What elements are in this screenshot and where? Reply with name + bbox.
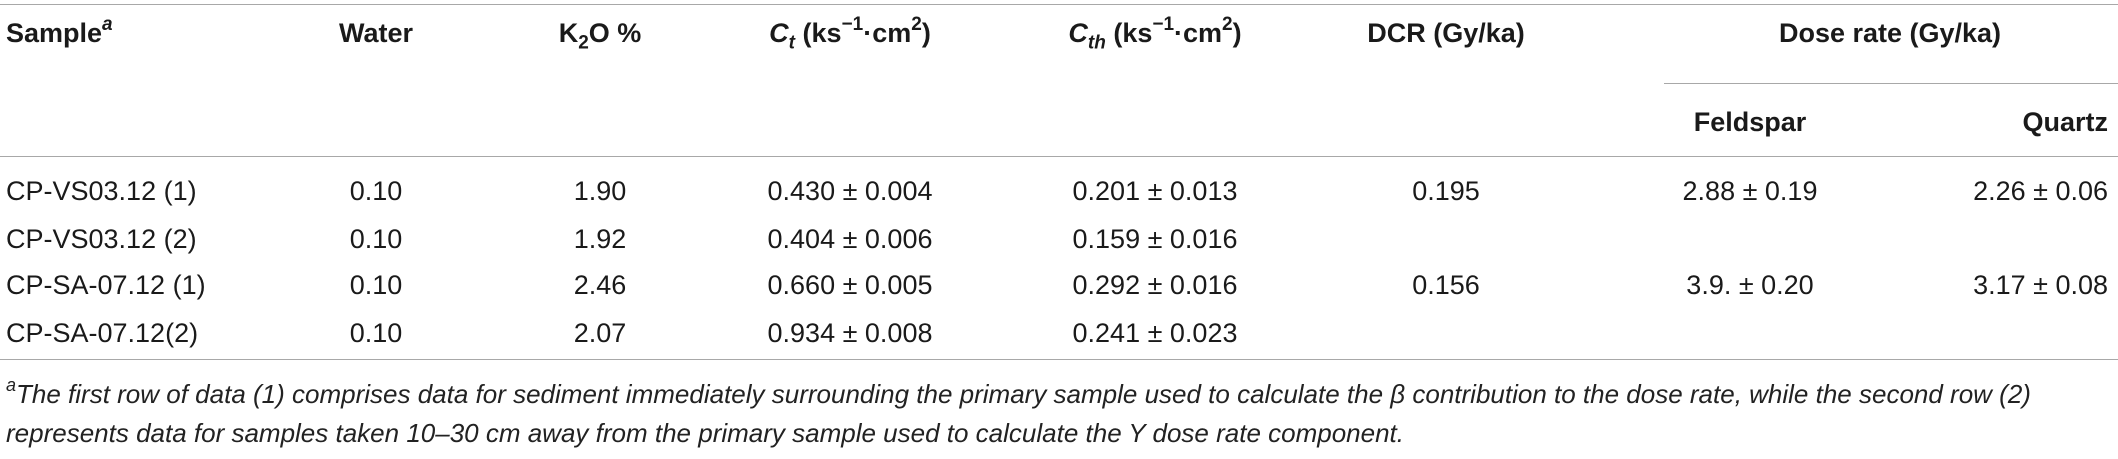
dose-rate-group-rule <box>1664 83 2118 84</box>
table-cell-dcr: 0.156 <box>1412 270 1480 300</box>
table-cell-k2o: 1.90 <box>573 176 627 206</box>
table-cell-feldspar: 3.9. ± 0.20 <box>1686 270 1814 300</box>
header-quartz: Quartz <box>2022 107 2108 137</box>
table-cell-cth: 0.241 ± 0.023 <box>1072 318 1238 348</box>
header-feldspar: Feldspar <box>1693 107 1807 137</box>
table-cell-sample: CP-VS03.12 (2) <box>6 224 197 254</box>
table-cell-water: 0.10 <box>349 270 403 300</box>
footnote-text: The first row of data (1) comprises data… <box>6 379 2031 448</box>
table-cell-ct: 0.934 ± 0.008 <box>767 318 933 348</box>
header-dose-rate: Dose rate (Gy/ka) <box>1778 18 2002 48</box>
header-bottom-rule <box>0 156 2118 157</box>
table-footnote: aThe first row of data (1) comprises dat… <box>6 375 2112 453</box>
table-cell-quartz: 2.26 ± 0.06 <box>1973 176 2108 206</box>
header-sample: Samplea <box>6 14 113 48</box>
table-cell-k2o: 2.46 <box>573 270 627 300</box>
header-water: Water <box>338 18 414 48</box>
table-cell-ct: 0.404 ± 0.006 <box>767 224 933 254</box>
table-cell-k2o: 2.07 <box>573 318 627 348</box>
table-cell-feldspar: 2.88 ± 0.19 <box>1682 176 1818 206</box>
table-cell-water: 0.10 <box>349 176 403 206</box>
table-cell-dcr: 0.195 <box>1412 176 1480 206</box>
table-cell-water: 0.10 <box>349 224 403 254</box>
table-cell-ct: 0.430 ± 0.004 <box>767 176 933 206</box>
table-cell-sample: CP-SA-07.12 (1) <box>6 270 206 300</box>
header-cth: Cth (ks−1·cm2) <box>1068 14 1242 54</box>
header-dcr: DCR (Gy/ka) <box>1367 18 1525 48</box>
table-top-rule <box>0 4 2118 5</box>
table-cell-water: 0.10 <box>349 318 403 348</box>
table-cell-sample: CP-VS03.12 (1) <box>6 176 197 206</box>
header-k2o: K2O % <box>558 18 642 54</box>
table-bottom-rule <box>0 359 2118 360</box>
table-cell-k2o: 1.92 <box>573 224 627 254</box>
table-cell-quartz: 3.17 ± 0.08 <box>1973 270 2108 300</box>
table-cell-sample: CP-SA-07.12(2) <box>6 318 199 348</box>
table-cell-cth: 0.159 ± 0.016 <box>1072 224 1238 254</box>
table-cell-ct: 0.660 ± 0.005 <box>767 270 933 300</box>
table-cell-cth: 0.201 ± 0.013 <box>1072 176 1238 206</box>
footnote-marker: a <box>6 375 17 396</box>
table-cell-cth: 0.292 ± 0.016 <box>1072 270 1238 300</box>
header-ct: Ct (ks−1·cm2) <box>769 14 931 54</box>
